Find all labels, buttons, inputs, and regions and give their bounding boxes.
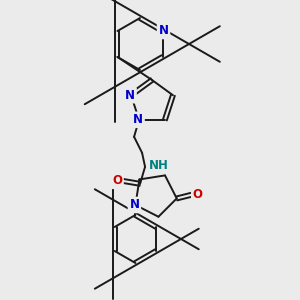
Text: O: O <box>193 188 203 201</box>
Text: N: N <box>129 199 140 212</box>
Text: N: N <box>133 113 143 126</box>
Text: N: N <box>158 25 169 38</box>
Text: N: N <box>125 89 135 102</box>
Text: O: O <box>112 174 122 187</box>
Text: NH: NH <box>149 159 169 172</box>
